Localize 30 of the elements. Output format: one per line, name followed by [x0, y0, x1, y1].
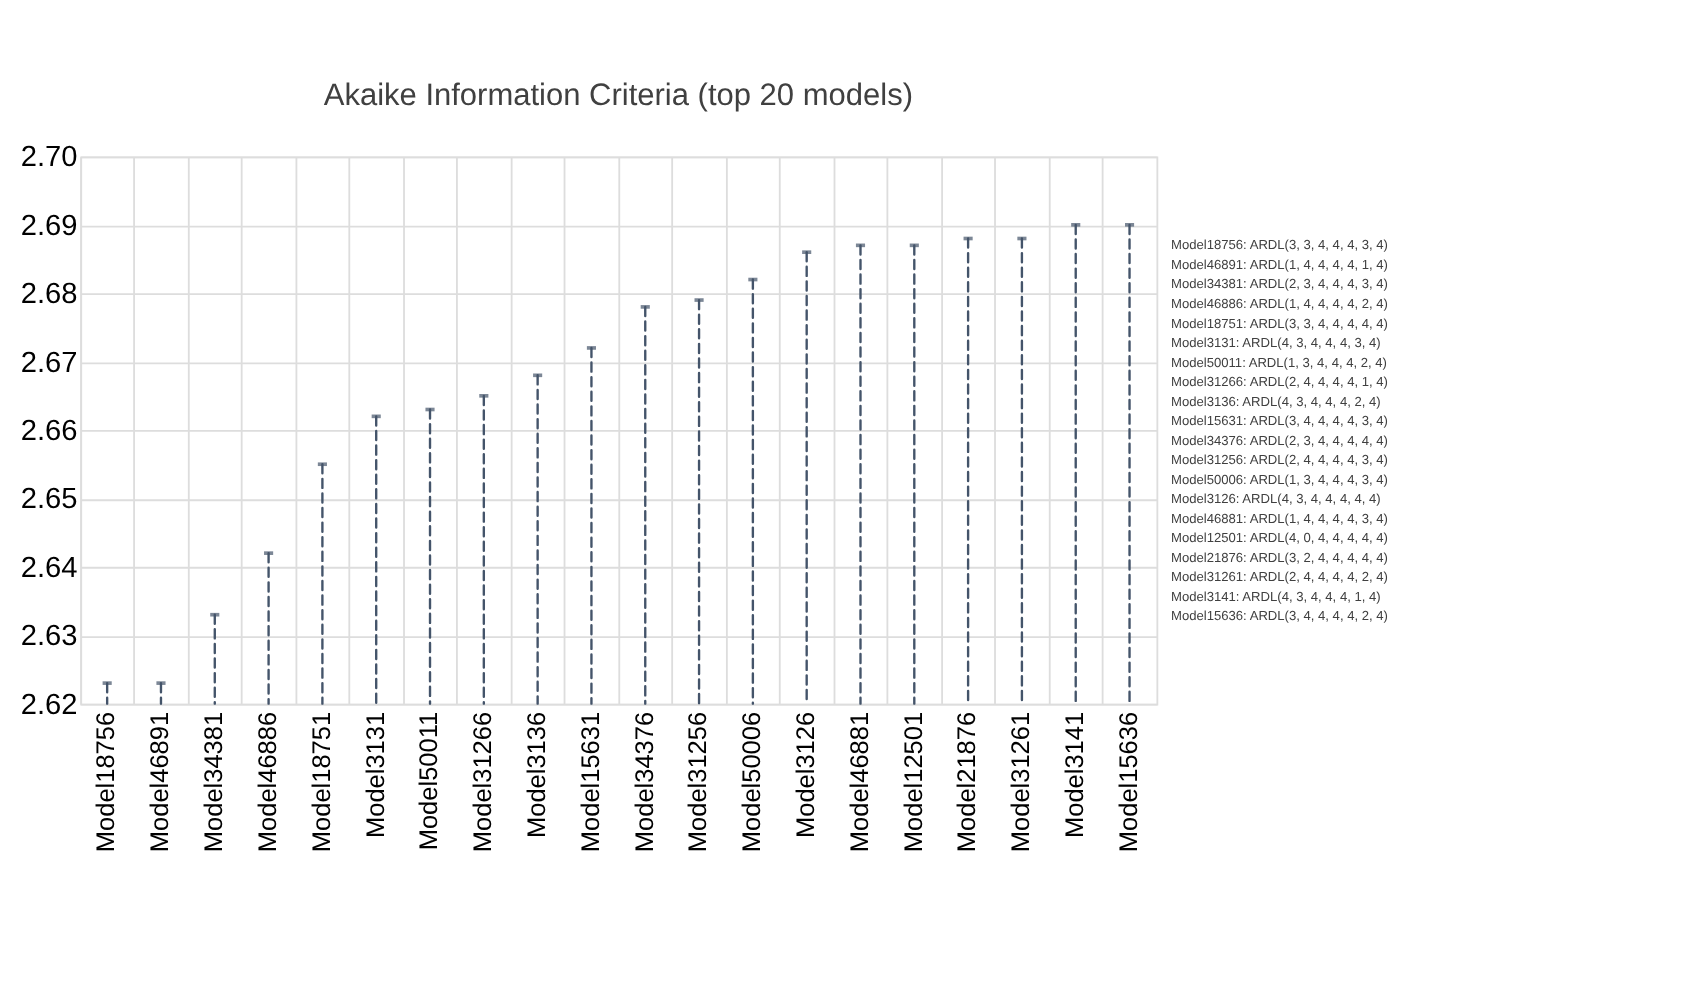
x-tick-label: Model31256	[682, 711, 713, 853]
y-tick-label: 2.67	[20, 347, 78, 380]
x-tick-label: Model3131	[359, 711, 390, 839]
y-tick-label: 2.66	[20, 416, 78, 449]
y-tick-label: 2.64	[20, 552, 78, 585]
x-tick-label: Model46891	[144, 711, 175, 853]
y-tick-label: 2.62	[20, 689, 78, 722]
x-tick-label: Model46881	[843, 711, 874, 853]
y-tick-label: 2.68	[20, 279, 78, 312]
x-tick-label: Model12501	[897, 711, 928, 853]
chart-title: Akaike Information Criteria (top 20 models)	[323, 79, 913, 114]
y-tick-label: 2.69	[20, 210, 78, 243]
y-tick-label: 2.65	[20, 484, 78, 517]
x-tick-label: Model15636	[1112, 711, 1143, 853]
x-tick-label: Model50006	[736, 711, 767, 853]
x-tick-label: Model3141	[1059, 711, 1090, 839]
x-tick-label: Model3126	[789, 711, 820, 839]
x-tick-label: Model15631	[574, 711, 605, 853]
x-tick-label: Model46886	[251, 711, 282, 853]
x-tick-label: Model31261	[1005, 711, 1036, 853]
x-tick-label: Model31266	[467, 711, 498, 853]
x-tick-label: Model3136	[520, 711, 551, 839]
x-tick-label: Model34376	[628, 711, 659, 853]
x-tick-label: Model34381	[198, 711, 229, 853]
y-tick-label: 2.63	[20, 621, 78, 654]
x-tick-label: Model18756	[90, 711, 121, 853]
x-tick-label: Model21876	[951, 711, 982, 853]
x-tick-label: Model18751	[305, 711, 336, 853]
y-tick-label: 2.70	[20, 142, 78, 175]
x-tick-label: Model50011	[413, 711, 444, 851]
